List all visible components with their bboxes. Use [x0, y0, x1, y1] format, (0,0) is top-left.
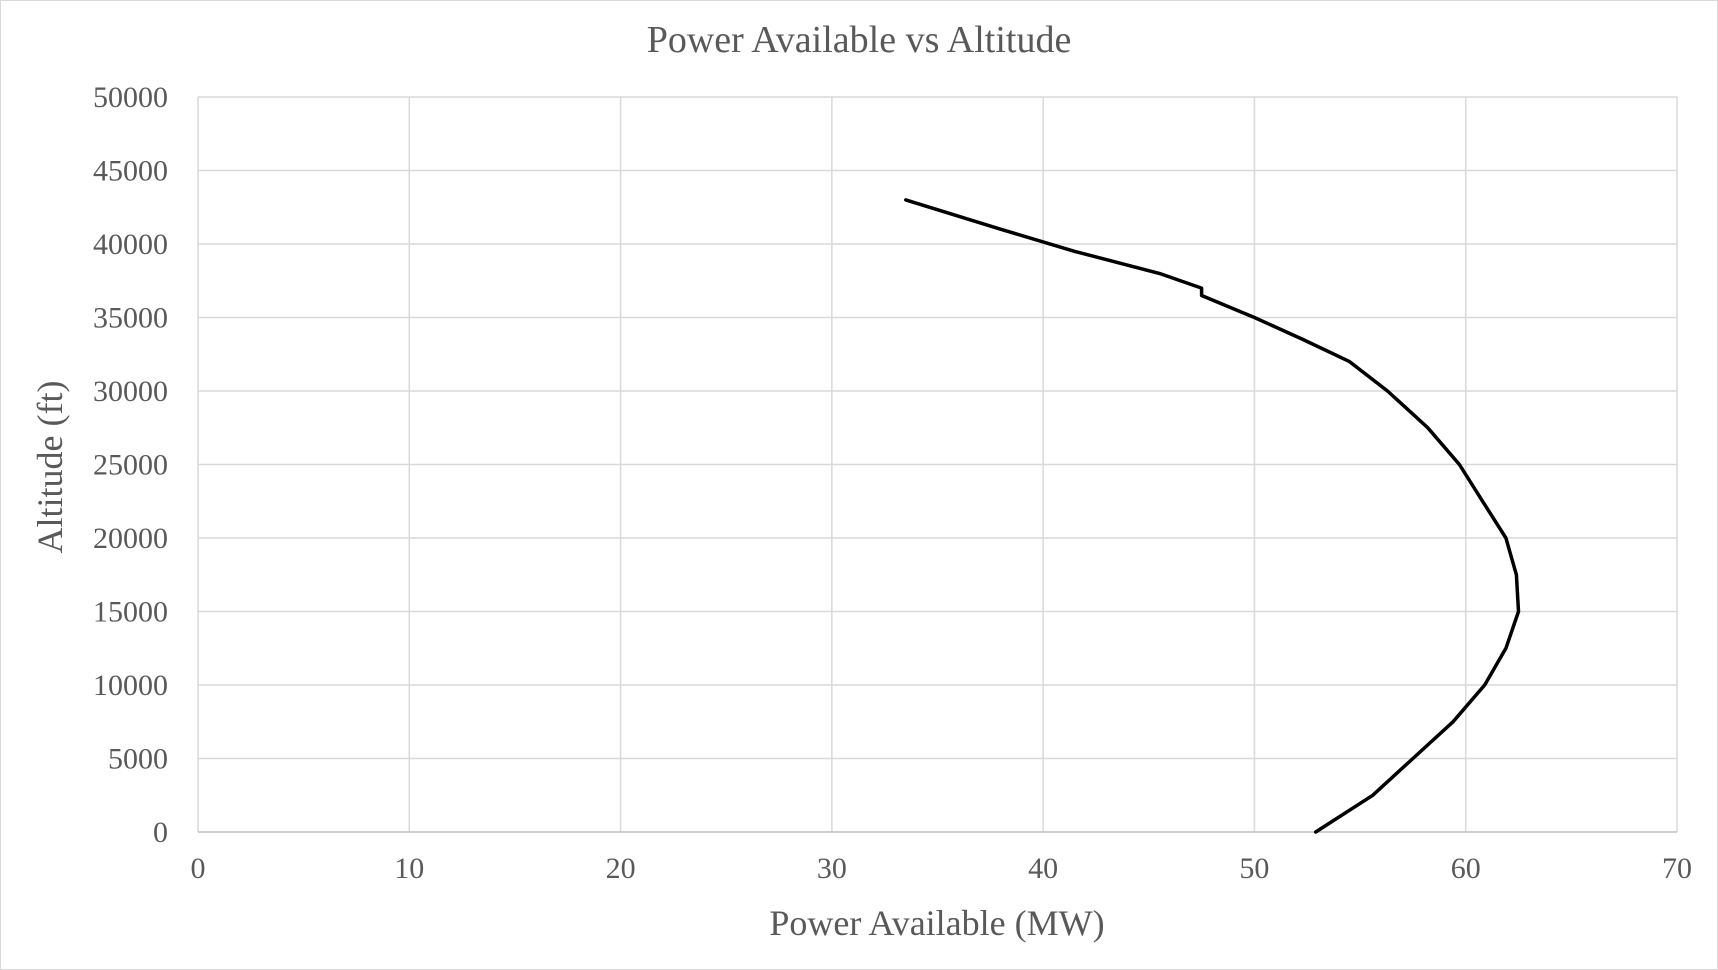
x-tick-label: 40 [1028, 852, 1058, 885]
x-axis-title: Power Available (MW) [769, 903, 1104, 943]
axes [197, 97, 1677, 833]
y-tick-label: 10000 [93, 669, 168, 702]
y-tick-label: 15000 [93, 596, 168, 629]
y-tick-label: 45000 [93, 155, 168, 188]
y-tick-label: 40000 [93, 228, 168, 261]
x-tick-label: 10 [394, 852, 424, 885]
y-tick-label: 30000 [93, 375, 168, 408]
y-tick-label: 50000 [93, 81, 168, 114]
x-tick-label: 60 [1451, 852, 1481, 885]
series-line [904, 198, 1521, 834]
x-tick-label: 0 [191, 852, 206, 885]
series-layer [904, 198, 1521, 834]
y-tick-label: 35000 [93, 302, 168, 335]
y-axis-title: Altitude (ft) [30, 381, 70, 554]
x-tick-label: 50 [1239, 852, 1269, 885]
y-tick-label: 0 [153, 816, 168, 849]
y-tick-label: 5000 [108, 743, 168, 776]
x-tick-label: 30 [817, 852, 847, 885]
x-tick-label: 20 [606, 852, 636, 885]
chart-title: Power Available vs Altitude [647, 19, 1072, 61]
y-tick-label: 25000 [93, 449, 168, 482]
y-tick-label: 20000 [93, 522, 168, 555]
tick-labels: 0 10 20 30 40 50 60 70 0 5000 10000 15000 20000 25000… [93, 81, 1692, 885]
x-tick-label: 70 [1662, 852, 1692, 885]
